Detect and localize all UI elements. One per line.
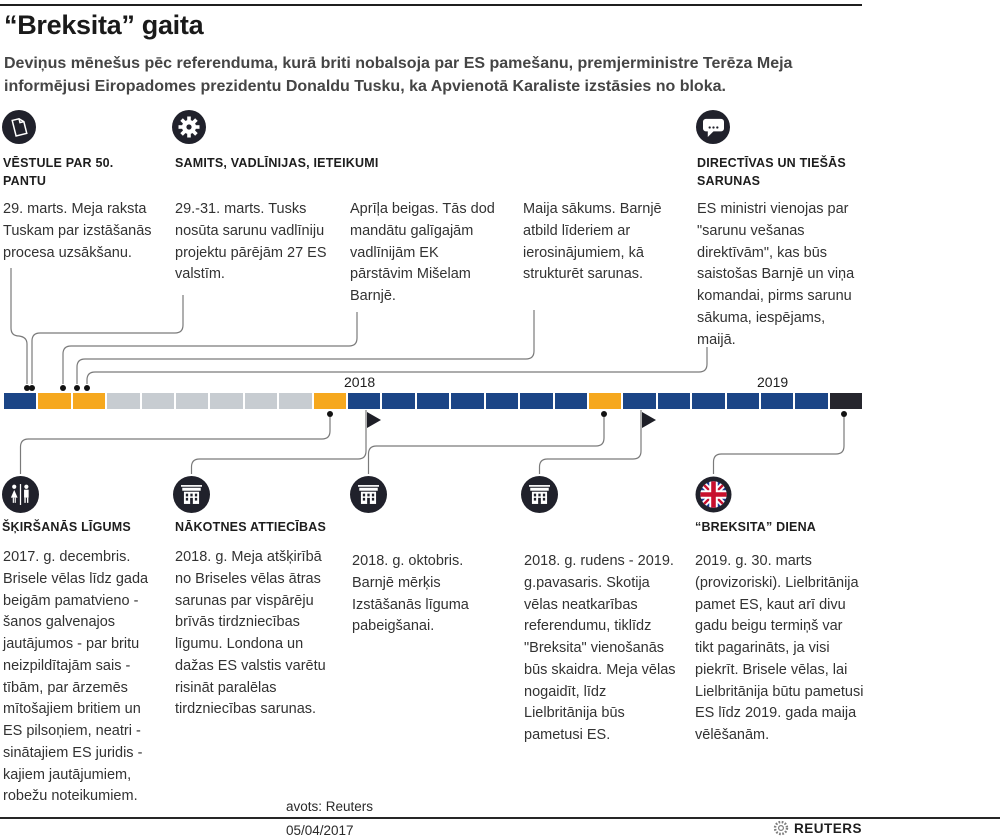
top-event-4: Maija sākums. Barnjē atbild līderiem ar … — [523, 201, 662, 283]
timeline-segment-gray — [279, 393, 312, 409]
year-label-2019: 2019 — [757, 374, 789, 390]
building-icon — [350, 476, 387, 513]
bottom-event-2: 2018. g. Meja atšķirībā no Briseles vēla… — [175, 549, 326, 718]
source-credit: avots: Reuters — [286, 799, 374, 814]
flag-marker-1 — [367, 412, 381, 428]
building-icon — [173, 476, 210, 513]
timeline-segment-gray — [107, 393, 140, 409]
timeline-segment-yellow — [313, 393, 347, 409]
bottom-event-1: 2017. g. decembris. Brisele vēlas līdz g… — [3, 549, 149, 805]
timeline-segment-blue — [382, 393, 415, 409]
connector-bottom-4 — [538, 410, 642, 474]
bottom-event-5: 2019. g. 30. marts (provizoriski). Lielb… — [695, 553, 864, 743]
timeline-segment-blue — [451, 393, 484, 409]
timeline-segment-gray — [176, 393, 209, 409]
intro-paragraph: Deviņus mēnešus pēc referenduma, kurā br… — [4, 55, 793, 96]
reuters-sunburst-icon — [773, 820, 789, 836]
page-title: “Breksita” gaita — [4, 10, 204, 40]
footer-divider — [0, 817, 1000, 819]
bottom-event-4: 2018. g. rudens - 2019. g.pavasaris. Sko… — [524, 553, 676, 743]
timeline-segment-blue — [726, 393, 759, 409]
top-event-3: Aprīļa beigas. Tās dod mandātu galīgajām… — [350, 201, 495, 304]
top-event-2: 29.-31. marts. Tusks nosūta sarunu vadlī… — [175, 201, 327, 283]
uk-flag-icon — [695, 476, 732, 513]
timeline-segment-blue — [657, 393, 691, 409]
timeline-segment-black — [829, 393, 863, 409]
footer-date: 05/04/2017 — [286, 823, 354, 838]
year-label-2018: 2018 — [344, 374, 376, 390]
timeline-segment-blue — [4, 393, 37, 409]
timeline-segment-blue — [348, 393, 381, 409]
bottom-heading-1: ŠĶIRŠANĀS LĪGUMS — [2, 520, 131, 534]
connector-bottom-3 — [367, 417, 605, 474]
connector-bottom-1 — [19, 417, 331, 474]
speech-bubble-icon — [696, 110, 730, 144]
top-rule — [0, 4, 862, 6]
section-heading-letter: VĒSTULE PAR 50. PANTU — [3, 156, 114, 189]
timeline-segment-blue — [692, 393, 725, 409]
connector-top-5 — [86, 347, 708, 384]
timeline-segment-blue — [416, 393, 450, 409]
gear-icon — [172, 110, 206, 144]
timeline-segment-blue — [623, 393, 656, 409]
timeline-segment-yellow — [588, 393, 622, 409]
timeline-segment-blue — [760, 393, 794, 409]
timeline-segment-yellow — [38, 393, 71, 409]
timeline-segment-yellow — [72, 393, 106, 409]
separation-icon — [2, 476, 39, 513]
timeline-segment-blue — [520, 393, 553, 409]
timeline-segment-blue — [485, 393, 519, 409]
connector-bottom-5 — [712, 417, 845, 474]
connector-top-4 — [76, 310, 535, 384]
bottom-heading-5: “BREKSITA” DIENA — [695, 520, 817, 534]
top-event-1: 29. marts. Meja raksta Tuskam par izstāš… — [3, 201, 152, 261]
section-heading-directives: DIRECTĪVAS UN TIEŠĀS SARUNAS — [697, 156, 846, 189]
timeline-segment-gray — [244, 393, 278, 409]
section-heading-summit: SAMITS, VADLĪNIJAS, IETEIKUMI — [175, 156, 379, 170]
building-icon — [521, 476, 558, 513]
top-event-5: ES ministri vienojas par "sarunu vešanas… — [697, 201, 855, 348]
bottom-event-3: 2018. g. oktobris. Barnjē mērķis Izstāša… — [352, 553, 469, 635]
timeline-segment-blue — [554, 393, 587, 409]
reuters-logo: REUTERS — [773, 820, 862, 836]
timeline-segment-blue — [795, 393, 828, 409]
bottom-heading-2: NĀKOTNES ATTIECĪBAS — [175, 520, 327, 534]
connector-top-3 — [62, 312, 358, 384]
timeline-segment-gray — [141, 393, 175, 409]
timeline-bar — [4, 393, 863, 409]
connector-top-1 — [10, 268, 28, 384]
letter-icon — [2, 110, 36, 144]
connector-top-2 — [31, 295, 184, 384]
timeline-segment-gray — [210, 393, 243, 409]
connector-bottom-2 — [190, 410, 367, 474]
flag-marker-2 — [642, 412, 656, 428]
reuters-wordmark: REUTERS — [794, 820, 863, 836]
